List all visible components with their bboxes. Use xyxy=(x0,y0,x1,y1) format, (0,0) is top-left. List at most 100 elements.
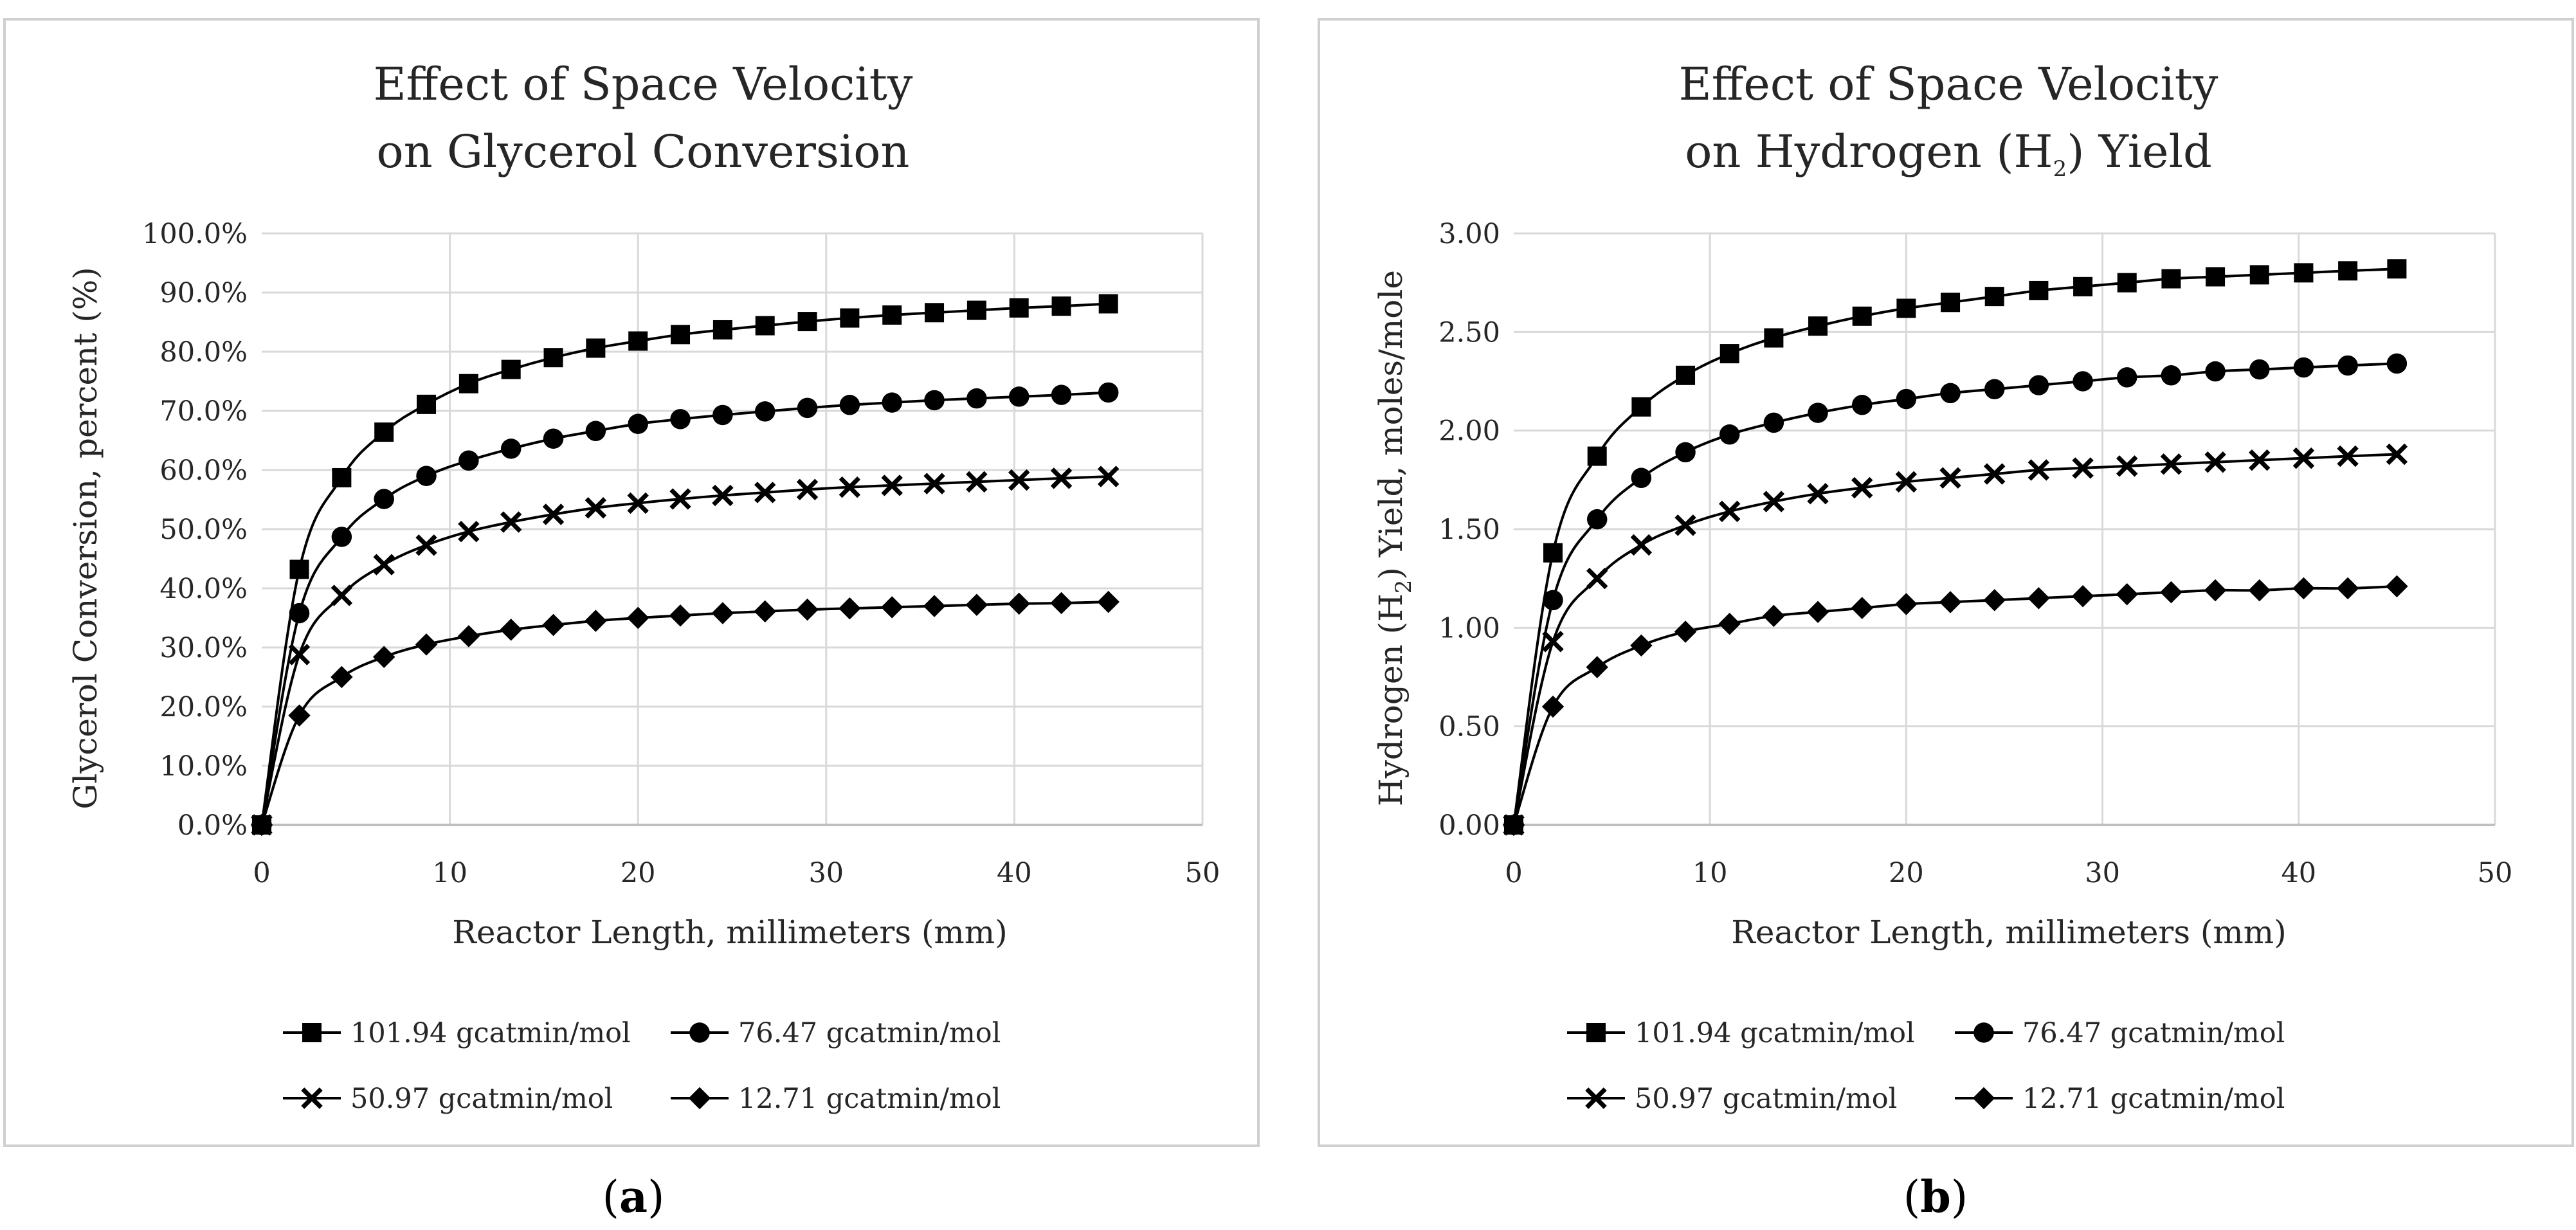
chart-a-data-point xyxy=(882,305,902,325)
chart-b-data-point xyxy=(1983,589,2006,611)
chart-b-data-point xyxy=(2117,273,2137,293)
chart-a-data-point xyxy=(250,813,273,837)
chart-b-data-point xyxy=(1763,604,1785,628)
chart-b-x-tick-label: 30 xyxy=(2085,857,2120,889)
chart-a-data-point xyxy=(458,450,479,471)
chart-a-data-point xyxy=(839,395,860,415)
chart-a-data-point xyxy=(415,633,438,656)
chart-a-data-point xyxy=(415,534,437,556)
chart-a-data-point xyxy=(966,471,988,493)
chart-a-data-point xyxy=(923,595,946,617)
chart-a-data-point xyxy=(840,308,860,328)
chart-a-data-point xyxy=(671,325,691,345)
chart-b-data-point xyxy=(1984,379,2005,400)
chart-a-data-point xyxy=(500,511,522,533)
chart-b-data-point xyxy=(1940,383,1961,404)
chart-a-data-point xyxy=(586,338,606,358)
chart-a-data-point xyxy=(754,401,776,422)
chart-b-data-point xyxy=(1542,631,1564,653)
chart-b-data-point xyxy=(2073,371,2093,392)
chart-b-data-point xyxy=(2386,443,2408,466)
chart-b-data-point xyxy=(1674,514,1696,536)
chart-a-legend: 101.94 gcatmin/mol 76.47 gcatmin/mol 50.97… xyxy=(283,1017,1001,1115)
chart-a-data-point xyxy=(585,421,606,442)
chart-b-legend: 101.94 gcatmin/mol 76.47 gcatmin/mol 50.97… xyxy=(1567,1017,2285,1115)
chart-a-data-point xyxy=(628,331,648,351)
chart-a-series-line xyxy=(260,475,1109,826)
chart-b-data-point xyxy=(2072,457,2094,479)
chart-a-data-point xyxy=(458,374,478,393)
chart-a-data-point xyxy=(1008,592,1030,615)
chart-a-legend-marker xyxy=(301,1087,323,1109)
chart-b-data-point xyxy=(1586,656,1608,678)
chart-a-data-point xyxy=(585,497,607,519)
chart-a-data-point xyxy=(796,478,819,501)
chart-a-legend-label: 101.94 gcatmin/mol xyxy=(350,1017,631,1049)
chart-a-data-point xyxy=(331,527,352,547)
chart-a-data-point xyxy=(626,606,649,629)
chart-b-series-circle xyxy=(1503,353,2408,835)
chart-b-legend-marker xyxy=(1972,1087,1995,1110)
chart-b-data-point xyxy=(1630,534,1653,556)
chart-b-title-line1: Effect of Space Velocity xyxy=(1679,58,2218,111)
chart-b-data-point xyxy=(2028,375,2049,395)
chart-b-data-point xyxy=(1674,620,1697,643)
chart-a-legend-marker xyxy=(302,1023,322,1042)
chart-b-data-point xyxy=(1718,612,1741,635)
chart-b-data-point xyxy=(1896,298,1916,318)
chart-a-data-point xyxy=(754,600,776,623)
panel-a: Effect of Space Velocity on Glycerol Con… xyxy=(3,18,1260,1223)
chart-a-data-point xyxy=(1051,296,1071,316)
chart-b-data-point xyxy=(2160,453,2182,475)
chart-a-data-point xyxy=(1050,592,1073,615)
chart-a-y-tick-label: 40.0% xyxy=(159,573,248,605)
chart-b-data-point xyxy=(2248,579,2271,602)
chart-b-border xyxy=(1318,18,2574,1147)
chart-a-data-point xyxy=(754,482,776,503)
chart-a-title-line2: on Glycerol Conversion xyxy=(377,125,910,178)
chart-a-data-point xyxy=(797,312,817,332)
chart-b-legend-label: 50.97 gcatmin/mol xyxy=(1635,1083,1897,1115)
chart-a-series-circle xyxy=(251,382,1119,835)
chart-b-data-point xyxy=(1807,483,1829,505)
chart-a-data-point xyxy=(755,316,775,336)
chart-b-data-point xyxy=(2116,583,2138,606)
chart-a-x-tick-label: 30 xyxy=(808,857,844,889)
chart-a-series-diamond xyxy=(250,590,1120,837)
chart-b-data-point xyxy=(2249,449,2271,471)
chart-b-data-point xyxy=(2206,267,2226,287)
chart-a-data-point xyxy=(711,602,734,624)
chart-a-y-axis-label: Glycerol Conversion, percent (%) xyxy=(67,267,104,809)
chart-a-data-point xyxy=(417,394,437,414)
chart-a-data-point xyxy=(839,597,861,620)
chart-a-data-point xyxy=(501,359,521,379)
chart-a-data-point xyxy=(880,596,903,619)
chart-b-y-axis-label: Hydrogen (H2) Yield, moles/mole xyxy=(1372,270,1417,806)
chart-b-x-tick-label: 20 xyxy=(1889,857,1924,889)
chart-b-data-point xyxy=(1631,467,1652,489)
chart-b-data-point xyxy=(1851,476,1873,499)
chart-b-data-point xyxy=(1852,306,1872,326)
chart-b-data-point xyxy=(1631,397,1651,417)
chart-b-legend-marker xyxy=(1585,1087,1607,1109)
chart-b-data-point xyxy=(2204,451,2226,473)
chart-b-data-point xyxy=(2117,367,2137,388)
chart-b-data-point xyxy=(2294,263,2314,283)
chart-a-data-point xyxy=(882,392,902,413)
chart-b-legend-marker xyxy=(1586,1023,1606,1042)
chart-b-legend-label: 101.94 gcatmin/mol xyxy=(1635,1017,1915,1049)
chart-a-data-point xyxy=(1051,384,1072,405)
chart-a-data-point xyxy=(924,390,945,411)
chart-b-data-point xyxy=(2160,581,2182,604)
chart-a-data-point xyxy=(585,610,607,632)
chart-b-data-point xyxy=(1586,509,1608,530)
chart-a-data-point xyxy=(288,704,311,727)
chart-a-legend-label: 50.97 gcatmin/mol xyxy=(350,1083,613,1115)
chart-a-data-point xyxy=(839,476,861,498)
chart-a-data-point xyxy=(881,475,903,496)
chart-b-data-point xyxy=(1543,590,1563,611)
chart-b-data-point xyxy=(1718,500,1741,523)
chart-b-data-point xyxy=(1895,593,1918,615)
chart-b-data-point xyxy=(1941,293,1961,312)
chart-b-series-square xyxy=(1504,259,2407,835)
